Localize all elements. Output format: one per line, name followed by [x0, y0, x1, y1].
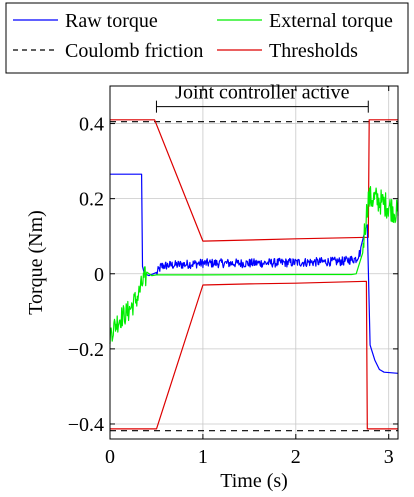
annotation-joint-controller-active: Joint controller active	[155, 82, 369, 113]
x-tick-label-0: 0	[105, 446, 115, 468]
x-tick-label-2: 2	[291, 446, 301, 468]
x-tick-label-3: 3	[384, 446, 394, 468]
y-tick-label-2: 0	[94, 264, 104, 286]
legend-label-coulomb-friction: Coulomb friction	[65, 40, 203, 62]
legend-entry-coulomb-friction: Coulomb friction	[13, 40, 203, 62]
annotation-label: Joint controller active	[175, 82, 350, 104]
x-axis-label: Time (s)	[220, 470, 288, 492]
legend-label-thresholds: Thresholds	[269, 40, 358, 62]
y-axis-label: Torque (Nm)	[25, 210, 47, 315]
legend-entry-raw-torque: Raw torque	[13, 10, 158, 32]
axis-ticks: 0 1 2 3 −0.4 −0.2 0 0.2 0.4	[68, 86, 398, 468]
legend-entry-thresholds: Thresholds	[217, 40, 358, 62]
series-external-torque-line	[109, 186, 399, 344]
legend-label-raw-torque: Raw torque	[65, 10, 158, 32]
legend-box	[5, 2, 409, 74]
series-thresholds-line-0	[110, 119, 398, 242]
legend: Raw torque External torque Coulomb frict…	[5, 2, 409, 74]
y-tick-label-0: −0.4	[68, 414, 104, 436]
x-tick-label-1: 1	[198, 446, 208, 468]
series-thresholds-line-1	[110, 280, 398, 430]
plot-frame	[109, 85, 399, 440]
y-tick-label-4: 0.4	[79, 114, 104, 136]
legend-label-external-torque: External torque	[269, 10, 393, 32]
series-raw-torque-line	[110, 173, 399, 374]
series-layer	[109, 119, 399, 432]
y-tick-label-1: −0.2	[68, 339, 104, 361]
legend-entry-external-torque: External torque	[217, 10, 393, 32]
plot: Joint controller active 0 1 2 3 −0.4 −0.2 0 0.2…	[25, 82, 399, 492]
y-tick-label-3: 0.2	[79, 189, 104, 211]
